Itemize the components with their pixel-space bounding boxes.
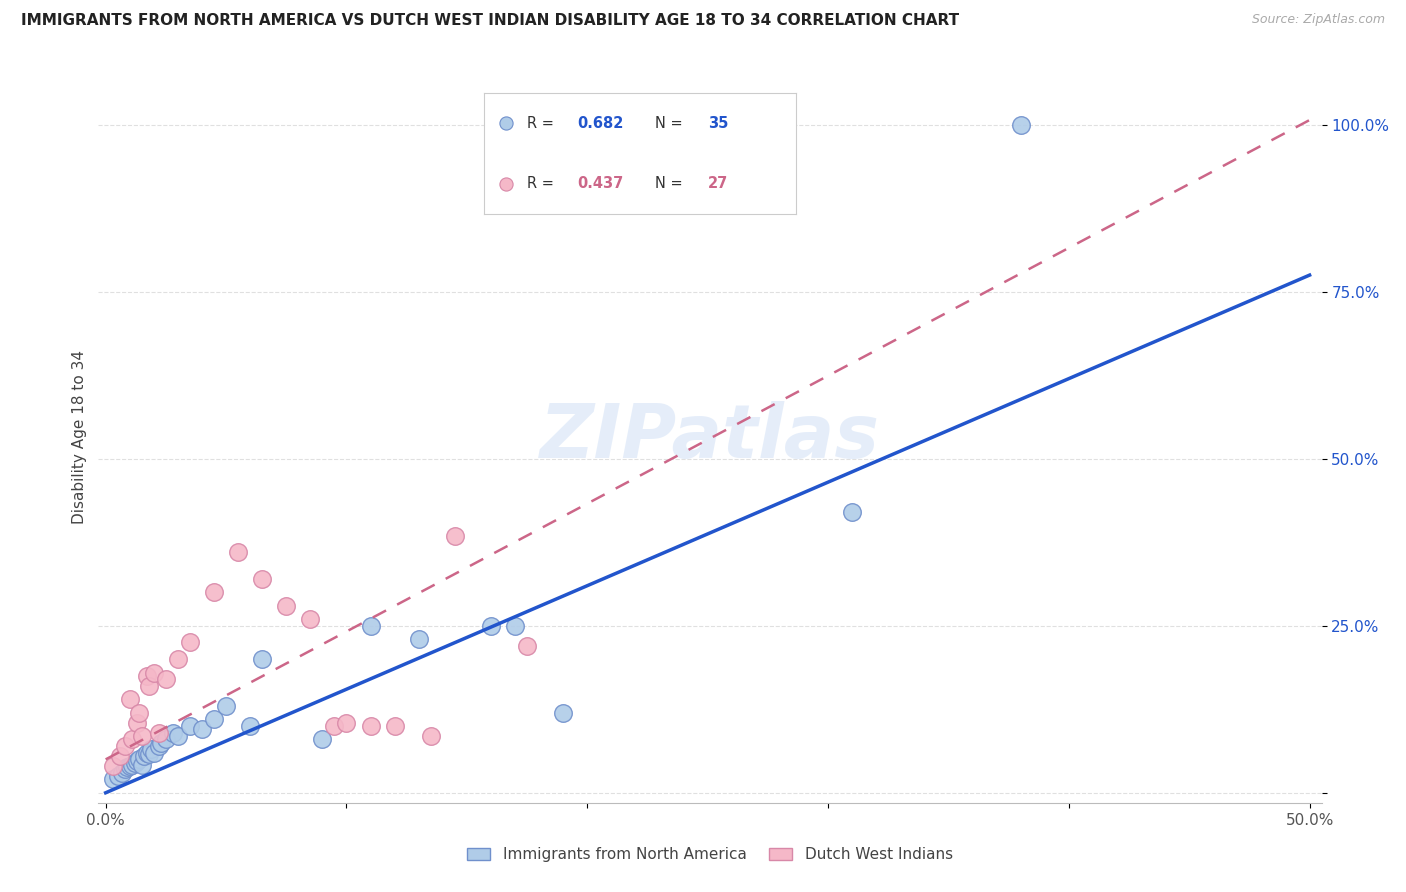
Y-axis label: Disability Age 18 to 34: Disability Age 18 to 34 — [72, 350, 87, 524]
Point — [553, 706, 575, 720]
Point — [114, 739, 136, 753]
Point — [167, 729, 190, 743]
Point — [191, 723, 214, 737]
Point — [107, 769, 129, 783]
Point — [125, 754, 148, 768]
Point — [128, 752, 150, 766]
Point — [131, 757, 153, 772]
Point — [179, 635, 201, 649]
Point — [479, 619, 502, 633]
Point — [215, 698, 238, 713]
Point — [443, 528, 465, 542]
Point — [311, 732, 333, 747]
Point — [516, 639, 538, 653]
Point — [114, 763, 136, 777]
Point — [148, 725, 170, 739]
Point — [155, 672, 177, 686]
Text: IMMIGRANTS FROM NORTH AMERICA VS DUTCH WEST INDIAN DISABILITY AGE 18 TO 34 CORRE: IMMIGRANTS FROM NORTH AMERICA VS DUTCH W… — [21, 13, 959, 29]
Point — [138, 747, 160, 761]
Point — [118, 759, 141, 773]
Point — [138, 679, 160, 693]
Point — [167, 652, 190, 666]
Point — [276, 599, 298, 613]
Point — [841, 505, 863, 519]
Point — [250, 652, 273, 666]
Point — [121, 732, 143, 747]
Point — [155, 732, 177, 747]
Point — [360, 619, 382, 633]
Point — [141, 742, 163, 756]
Point — [323, 719, 346, 733]
Point — [131, 729, 153, 743]
Point — [299, 612, 322, 626]
Point — [101, 772, 124, 787]
Point — [503, 619, 526, 633]
Text: ZIPatlas: ZIPatlas — [540, 401, 880, 474]
Legend: Immigrants from North America, Dutch West Indians: Immigrants from North America, Dutch Wes… — [461, 841, 959, 868]
Point — [124, 756, 146, 770]
Point — [419, 729, 441, 743]
Point — [1010, 118, 1032, 132]
Point — [335, 715, 357, 730]
Point — [135, 669, 157, 683]
Point — [226, 545, 249, 559]
Point — [162, 725, 184, 739]
Point — [239, 719, 262, 733]
Point — [108, 749, 131, 764]
Point — [250, 572, 273, 586]
Point — [408, 632, 430, 647]
Point — [101, 759, 124, 773]
Point — [121, 757, 143, 772]
Point — [125, 715, 148, 730]
Point — [360, 719, 382, 733]
Point — [142, 746, 165, 760]
Point — [179, 719, 201, 733]
Point — [128, 706, 150, 720]
Point — [134, 749, 156, 764]
Point — [118, 692, 141, 706]
Point — [202, 712, 225, 726]
Point — [384, 719, 406, 733]
Point — [142, 665, 165, 680]
Point — [150, 736, 173, 750]
Point — [117, 760, 139, 774]
Point — [148, 739, 170, 753]
Point — [135, 746, 157, 760]
Point — [111, 765, 134, 780]
Text: Source: ZipAtlas.com: Source: ZipAtlas.com — [1251, 13, 1385, 27]
Point — [202, 585, 225, 599]
